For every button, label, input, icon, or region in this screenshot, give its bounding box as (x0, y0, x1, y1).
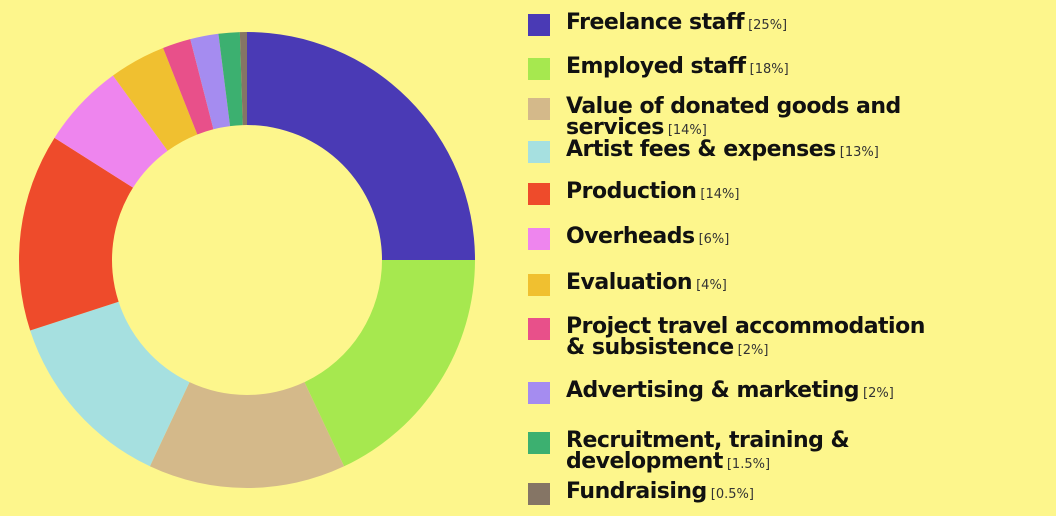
value-label: [14%] (700, 187, 740, 202)
value-label: [2%] (737, 343, 769, 358)
legend-swatch (528, 382, 550, 404)
donut-slice (218, 32, 243, 127)
value-label: [13%] (839, 145, 879, 160)
legend-swatch (528, 318, 550, 340)
value-label: [18%] (749, 62, 789, 77)
donut-slice (30, 301, 190, 467)
donut-slice (247, 32, 475, 260)
chart (18, 32, 475, 488)
legend-swatch (528, 432, 550, 454)
legend-item: Value of donated goods and services [14%] (528, 96, 1036, 141)
value-label: [0.5%] (710, 487, 754, 502)
legend-label: Artist fees & expenses (566, 137, 836, 162)
value-label: [2%] (863, 386, 894, 401)
legend-item: Evaluation [4%] (528, 272, 727, 296)
legend-item: Artist fees & expenses [13%] (528, 139, 879, 163)
donut-slice (163, 39, 214, 135)
donut-slice (190, 33, 231, 130)
legend-swatch (528, 98, 550, 120)
legend-item: Advertising & marketing [2%] (528, 380, 894, 404)
value-label: [25%] (748, 18, 788, 33)
legend-swatch (528, 141, 550, 163)
legend-label: Overheads (566, 224, 695, 249)
donut-slice (112, 48, 198, 151)
legend-label: Fundraising (566, 479, 707, 504)
legend-label: Advertising & marketing (566, 378, 860, 403)
legend-item: Overheads [6%] (528, 226, 729, 250)
legend-item: Production [14%] (528, 181, 739, 205)
legend-label: Production (566, 179, 697, 204)
legend-item: Fundraising [0.5%] (528, 481, 754, 505)
legend-swatch (528, 14, 550, 36)
donut-slice (149, 382, 345, 488)
value-label: [4%] (696, 278, 727, 293)
legend-label: Recruitment, training & development (566, 428, 850, 474)
donut-slice (54, 75, 168, 188)
value-label: [6%] (698, 232, 730, 247)
legend-swatch (528, 228, 550, 250)
legend-swatch (528, 274, 550, 296)
legend-label: Employed staff (566, 54, 746, 79)
value-label: [1.5%] (726, 457, 771, 472)
legend-label: Evaluation (566, 270, 693, 295)
legend-item: Project travel accommodation & subsisten… (528, 316, 926, 361)
legend-swatch (528, 483, 550, 505)
donut-slice (239, 32, 247, 126)
legend-swatch (528, 183, 550, 205)
legend-label: Freelance staff (566, 10, 745, 35)
legend-label: Value of donated goods and services (566, 94, 901, 140)
value-label: [14%] (667, 123, 707, 138)
legend-item: Employed staff [18%] (528, 56, 789, 80)
legend-item: Freelance staff [25%] (528, 12, 787, 36)
legend-item: Recruitment, training & development [1.5%… (528, 430, 1036, 475)
donut-slice (18, 137, 134, 331)
legend-swatch (528, 58, 550, 80)
donut-slice (304, 260, 475, 467)
legend-label: Project travel accommodation & subsisten… (566, 314, 925, 360)
